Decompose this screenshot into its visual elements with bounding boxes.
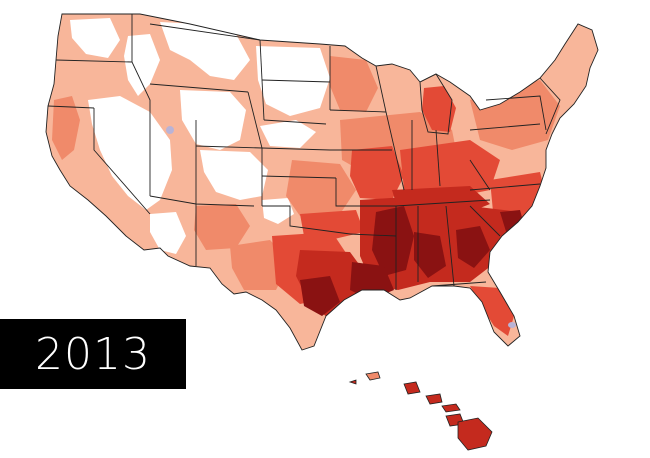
small-island-1 bbox=[348, 379, 357, 385]
veryhigh-region-texas-gulf bbox=[300, 276, 340, 316]
border-il bbox=[385, 111, 405, 191]
white-region-colorado bbox=[200, 150, 268, 200]
medlow-region-nm bbox=[194, 204, 250, 250]
year-badge: 2013 bbox=[0, 319, 186, 389]
medlow-region-northeast bbox=[470, 80, 560, 150]
border-al-ga bbox=[445, 205, 455, 287]
high-region-ky-tn bbox=[392, 186, 490, 216]
border-sd-ne bbox=[263, 119, 327, 125]
border-id bbox=[131, 14, 151, 112]
state-borders bbox=[45, 13, 599, 351]
medium-region-missouri bbox=[350, 146, 404, 200]
island-hawaii bbox=[457, 417, 493, 451]
border-ok-tx bbox=[262, 205, 351, 235]
border-wi bbox=[375, 65, 387, 113]
border-nd-sd bbox=[261, 79, 331, 83]
border-mt bbox=[149, 23, 261, 41]
white-region-az bbox=[150, 212, 186, 254]
anomaly-spot-utah bbox=[166, 126, 174, 134]
island-molokai bbox=[441, 403, 461, 413]
border-mn-ia bbox=[329, 109, 387, 113]
white-region-wyoming bbox=[180, 90, 246, 150]
island-kauai bbox=[403, 381, 421, 395]
white-region-idaho bbox=[124, 34, 160, 96]
white-region-montana bbox=[160, 22, 250, 80]
border-mt-wy bbox=[149, 83, 249, 93]
medlow-region-minnesota bbox=[330, 56, 378, 112]
border-wa-or bbox=[55, 59, 133, 63]
veryhigh-region-mississippi bbox=[372, 206, 414, 276]
veryhigh-region-alabama bbox=[414, 232, 446, 278]
medium-region-florida bbox=[470, 286, 514, 336]
border-ne-ks bbox=[261, 147, 331, 151]
border-ne-states bbox=[539, 77, 561, 135]
border-ny bbox=[485, 95, 547, 131]
border-mi bbox=[419, 73, 453, 135]
border-ky-tn bbox=[395, 199, 491, 207]
medium-region-oklahoma bbox=[300, 210, 364, 240]
island-oahu bbox=[425, 393, 443, 405]
white-region-texas-panhandle bbox=[262, 198, 294, 224]
small-island-2 bbox=[365, 371, 381, 381]
border-ar-la bbox=[349, 233, 397, 237]
border-oh bbox=[435, 129, 441, 187]
hawaii-islands bbox=[348, 371, 493, 451]
border-ga-fl bbox=[431, 281, 487, 287]
medium-region-michigan bbox=[422, 86, 456, 132]
border-mo-ar bbox=[335, 178, 396, 207]
border-wy-co bbox=[195, 145, 263, 149]
white-region-nw bbox=[70, 18, 120, 58]
border-pa bbox=[469, 123, 541, 131]
medlow-region-kansas-ok bbox=[286, 160, 356, 216]
year-label: 2013 bbox=[35, 328, 151, 380]
white-region-nebraska bbox=[260, 120, 316, 148]
white-region-great-basin bbox=[88, 96, 172, 210]
border-nc-va bbox=[469, 183, 541, 191]
border-or-ca bbox=[47, 105, 95, 109]
border-ga-sc bbox=[469, 205, 501, 237]
veryhigh-region-georgia bbox=[456, 226, 490, 268]
border-ks-ok bbox=[261, 175, 337, 179]
medlow-region-california bbox=[52, 96, 80, 160]
medium-region-ohio-valley bbox=[400, 140, 500, 200]
border-va-wv bbox=[469, 159, 491, 191]
border-ca-nv bbox=[93, 108, 151, 215]
anomaly-spot-florida bbox=[508, 322, 516, 328]
